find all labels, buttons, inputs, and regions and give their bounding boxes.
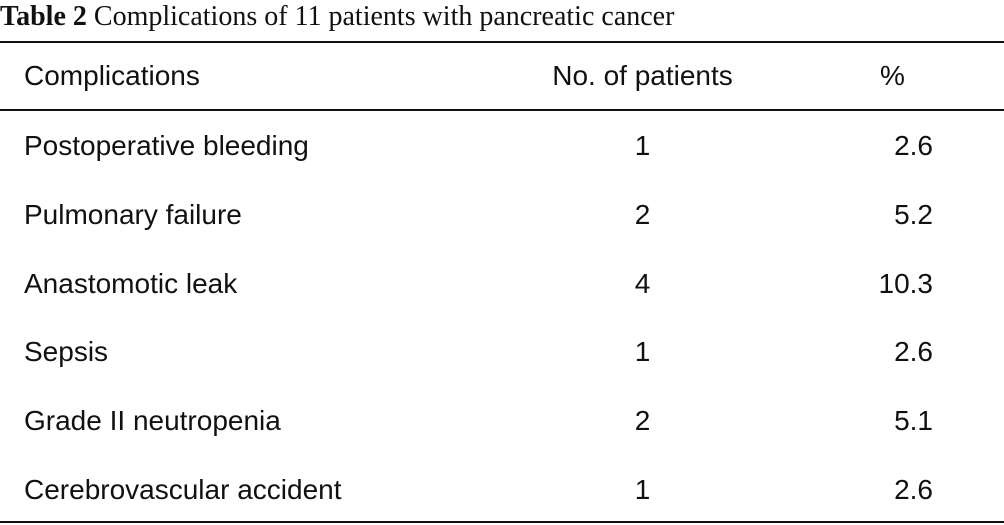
cell-patients: 4	[634, 268, 651, 299]
table-row: Grade II neutropenia 2 5.1	[0, 401, 1004, 441]
table-row: Postoperative bleeding 1 2.6	[0, 126, 1004, 166]
table-caption-label: Table 2	[0, 1, 87, 32]
cell-percent: 10.3	[878, 268, 934, 299]
cell-percent: 2.6	[894, 336, 933, 367]
cell-patients: 1	[634, 130, 651, 161]
table-header-row: Complications No. of patients %	[0, 56, 1004, 96]
cell-patients: 2	[634, 405, 651, 436]
table-row: Cerebrovascular accident 1 2.6	[0, 470, 1004, 510]
table-row: Pulmonary failure 2 5.2	[0, 195, 1004, 235]
table-bottom-rule	[0, 521, 1004, 523]
cell-percent: 5.2	[894, 199, 933, 230]
table-header-rule	[0, 109, 1004, 111]
cell-patients: 1	[634, 474, 651, 505]
cell-percent: 2.6	[894, 474, 933, 505]
header-percent: %	[880, 60, 905, 91]
table-row: Sepsis 1 2.6	[0, 332, 1004, 372]
table-row: Anastomotic leak 4 10.3	[0, 264, 1004, 304]
cell-patients: 2	[634, 199, 651, 230]
header-complications: Complications	[24, 60, 200, 91]
cell-complication: Cerebrovascular accident	[24, 474, 342, 505]
table-caption: Table 2 Complications of 11 patients wit…	[0, 0, 674, 34]
cell-patients: 1	[634, 336, 651, 367]
table-top-rule	[0, 41, 1004, 43]
cell-complication: Anastomotic leak	[24, 268, 238, 299]
table-caption-title: Complications of 11 patients with pancre…	[93, 1, 675, 32]
cell-complication: Pulmonary failure	[24, 199, 242, 230]
cell-percent: 2.6	[894, 130, 933, 161]
header-no-of-patients: No. of patients	[552, 60, 733, 91]
cell-complication: Postoperative bleeding	[24, 130, 309, 161]
cell-percent: 5.1	[894, 405, 933, 436]
cell-complication: Grade II neutropenia	[24, 405, 281, 436]
cell-complication: Sepsis	[24, 336, 109, 367]
